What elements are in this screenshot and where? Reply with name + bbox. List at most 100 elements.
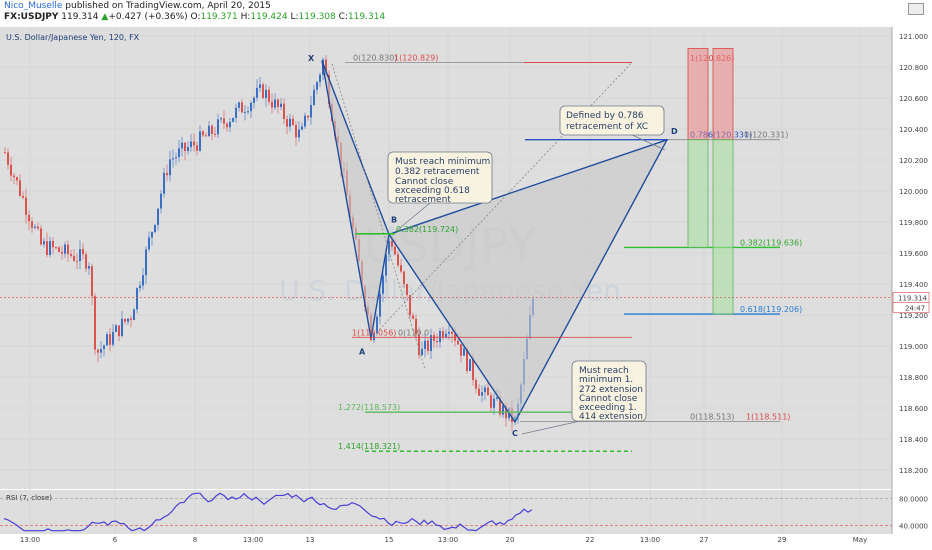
quote-line: FX:USDJPY 119.314 ▲+0.427 (+0.36%) O:119… (4, 12, 385, 22)
candle-body (304, 115, 306, 127)
rsi-pane[interactable] (0, 490, 892, 534)
candle-body (151, 231, 153, 238)
candle-body (103, 345, 105, 350)
c-note-line-6: 414 extension (579, 412, 643, 422)
candle-body (190, 141, 192, 148)
high-label: H: (240, 12, 251, 22)
candle-body (220, 118, 222, 120)
chart-canvas[interactable]: USDJPY U.S. Dollar/Japanese Yen U.S. Dol… (0, 24, 932, 550)
candle-body (319, 74, 321, 83)
candle-body (466, 348, 468, 371)
close-value: 119.314 (347, 12, 386, 22)
time-tick-label: 22 (586, 536, 595, 544)
label-c1414: 1.414(118.321) (338, 442, 400, 451)
publish-info: published on TradingView.com, April 20, … (65, 1, 271, 11)
time-tick-label: 13:00 (243, 536, 263, 544)
candle-body (451, 331, 453, 334)
candle-body (163, 172, 165, 194)
candle-body (46, 241, 48, 256)
rsi-tick-label: 80.0000 (899, 496, 928, 504)
change: +0.427 (+0.36%) (108, 12, 188, 22)
price-axis[interactable]: 121.000 120.800 120.600 120.400 120.200 120.0… (899, 33, 928, 475)
time-tick-label: May (853, 536, 867, 544)
candle-body (493, 398, 495, 408)
candle-body (499, 397, 501, 415)
candle-body (64, 244, 66, 254)
countdown-label: 24:47 (905, 304, 925, 312)
author-link[interactable]: Nico_Muselle (4, 1, 63, 11)
green-box-2 (712, 139, 734, 315)
candle-body (373, 333, 375, 341)
candle-body (235, 107, 237, 118)
candle-body (124, 318, 126, 322)
price-tick-label: 120.000 (899, 188, 928, 196)
candle-body (502, 405, 504, 415)
target-boxes (687, 48, 734, 315)
candle-body (307, 115, 309, 118)
candle-body (298, 129, 300, 138)
candle-body (25, 197, 27, 215)
time-tick-label: 8 (193, 536, 197, 544)
last-price: 119.314 (61, 12, 99, 22)
candle-body (223, 118, 225, 124)
b-note-line-3: Cannot close (395, 177, 454, 187)
candle-body (226, 123, 228, 128)
high-value: 119.424 (250, 12, 288, 22)
annotation-c: Must reach minimum 1. 272 extension Cann… (521, 360, 647, 435)
rsi-axis: 80.0000 40.0000 (899, 496, 928, 531)
candle-body (67, 244, 69, 255)
candle-body (22, 195, 24, 198)
red-box-1 (687, 48, 709, 141)
candle-body (379, 293, 381, 317)
window-icon[interactable] (908, 3, 924, 15)
price-tick-label: 118.800 (899, 374, 928, 382)
candle-body (214, 133, 216, 135)
candle-body (457, 340, 459, 345)
candle-body (127, 318, 129, 322)
candle-body (388, 240, 390, 255)
candle-body (118, 325, 120, 337)
candle-body (385, 254, 387, 276)
candle-body (205, 135, 207, 137)
candle-body (169, 159, 171, 176)
time-tick-label: 15 (385, 536, 394, 544)
candle-body (433, 335, 435, 341)
label-t1: 1(120.826) (690, 54, 734, 63)
candle-body (469, 359, 471, 371)
candle-body (181, 142, 183, 149)
point-x-label: X (308, 54, 315, 63)
c-note-line-3: 272 extension (579, 385, 643, 395)
candle-body (13, 175, 15, 178)
candle-body (232, 117, 234, 122)
b-note-line-1: Must reach minimum (395, 157, 490, 167)
rsi-line (3, 492, 533, 532)
candle-body (418, 334, 420, 356)
time-tick-label: 13:00 (640, 536, 660, 544)
candle-body (271, 101, 273, 108)
annotation-b: Must reach minimum 0.382 retracement Can… (387, 151, 493, 233)
c-note-line-2: minimum 1. (579, 375, 633, 385)
annotation-d: Defined by 0.786 retracement of XC (559, 105, 666, 151)
candle-body (427, 340, 429, 352)
candle-body (256, 87, 258, 98)
candle-body (406, 284, 408, 296)
candle-body (415, 318, 417, 335)
candle-body (412, 315, 414, 319)
time-tick-label: 29 (778, 536, 787, 544)
candle-body (40, 228, 42, 245)
time-tick-label: 6 (113, 536, 118, 544)
candle-body (283, 103, 285, 120)
candle-body (439, 331, 441, 343)
candle-body (403, 271, 405, 285)
up-arrow-icon: ▲ (101, 12, 109, 22)
fib-levels: 0(120.830)1(120.829) 0.382(119.724) 1(119.… (338, 54, 802, 452)
candle-body (496, 397, 498, 399)
candle-body (73, 255, 75, 261)
price-tick-label: 118.600 (899, 405, 928, 413)
candle-body (280, 103, 282, 108)
time-axis[interactable]: 13:00 6 8 13:00 13 15 13:00 20 22 13:00 27 29 May (20, 536, 867, 544)
candle-body (424, 340, 426, 349)
candle-body (463, 348, 465, 356)
candle-body (37, 226, 39, 229)
label-a1: 1(119.056) (352, 328, 396, 337)
